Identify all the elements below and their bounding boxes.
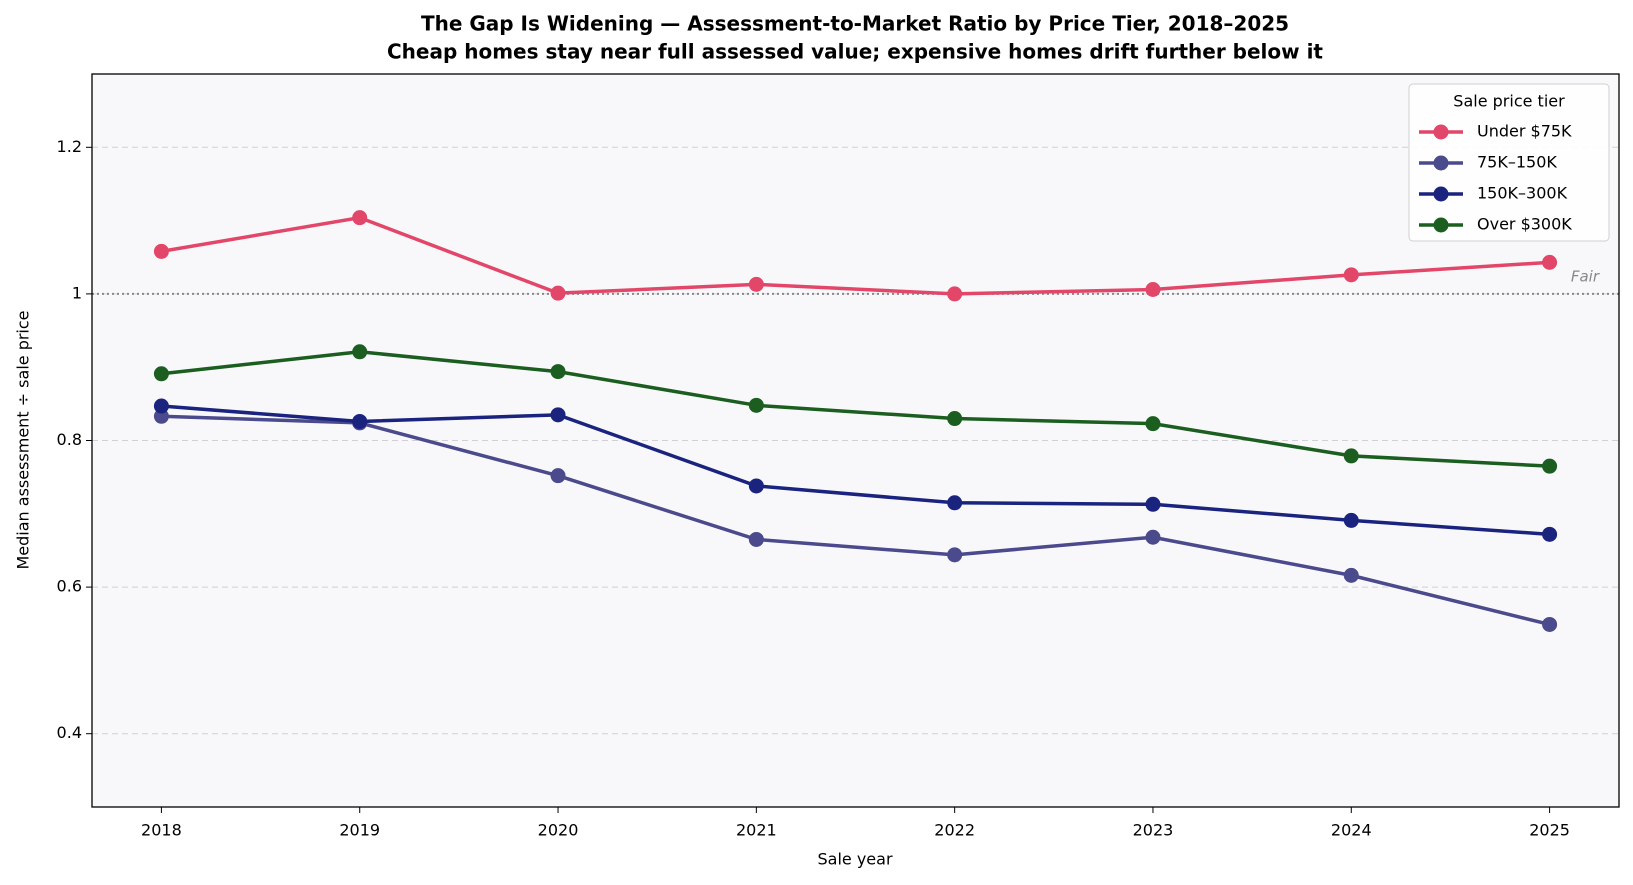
data-point [748, 531, 764, 547]
data-point [1343, 512, 1359, 528]
series-line [161, 215, 1550, 296]
data-point [153, 408, 169, 424]
y-tick-label: 1 [72, 283, 82, 302]
legend-label: Over $300K [1477, 215, 1572, 234]
x-tick-label: 2022 [934, 821, 975, 840]
data-point [947, 411, 963, 427]
legend-title: Sale price tier [1453, 92, 1565, 111]
data-point [352, 413, 368, 429]
x-tick-label: 2024 [1331, 821, 1372, 840]
data-point [1145, 529, 1161, 545]
data-point [352, 344, 368, 360]
legend-label: Under $75K [1477, 122, 1572, 141]
data-point [1145, 282, 1161, 298]
chart-title: The Gap Is Widening — Assessment-to-Mark… [421, 12, 1289, 36]
x-tick-label: 2020 [538, 821, 579, 840]
data-point [550, 407, 566, 423]
y-tick-label: 0.6 [57, 577, 82, 596]
data-point [550, 285, 566, 301]
y-tick-label: 0.8 [57, 430, 82, 449]
data-point [1542, 616, 1558, 632]
data-point [352, 210, 368, 226]
x-tick-label: 2019 [339, 821, 380, 840]
data-point [947, 286, 963, 302]
x-tick-label: 2023 [1133, 821, 1174, 840]
data-point [1343, 448, 1359, 464]
chart-subtitle: Cheap homes stay near full assessed valu… [387, 40, 1323, 64]
plot-frame [91, 73, 1620, 808]
legend-marker [1433, 155, 1449, 171]
data-point [550, 364, 566, 380]
reference-label: Fair [1571, 267, 1600, 285]
y-axis-label: Median assessment ÷ sale price [14, 310, 33, 569]
data-point [748, 397, 764, 413]
data-point [1145, 416, 1161, 432]
x-tick-label: 2021 [736, 821, 777, 840]
x-tick-label: 2018 [141, 821, 182, 840]
data-point [550, 468, 566, 484]
x-tick-label: 2025 [1529, 821, 1570, 840]
legend-label: 150K–300K [1477, 184, 1568, 203]
series-line [161, 350, 1550, 468]
data-point [748, 276, 764, 292]
data-point [947, 495, 963, 511]
legend-marker [1433, 124, 1449, 140]
legend-label: 75K–150K [1477, 153, 1557, 172]
legend-marker [1433, 217, 1449, 233]
legend-marker [1433, 186, 1449, 202]
data-point [153, 398, 169, 414]
x-axis-label: Sale year [817, 850, 892, 869]
data-point [1542, 458, 1558, 474]
data-point [1343, 267, 1359, 283]
series-line [161, 414, 1551, 627]
data-point [1542, 526, 1558, 542]
data-point [1343, 567, 1359, 583]
data-point [947, 547, 963, 563]
y-tick-label: 0.4 [57, 723, 82, 742]
y-tick-label: 1.2 [57, 137, 82, 156]
series-line [161, 404, 1550, 537]
legend-box [1408, 83, 1610, 242]
data-point [1542, 254, 1558, 270]
data-point [748, 478, 764, 494]
data-point [1145, 496, 1161, 512]
data-point [153, 366, 169, 382]
data-point [153, 243, 169, 259]
